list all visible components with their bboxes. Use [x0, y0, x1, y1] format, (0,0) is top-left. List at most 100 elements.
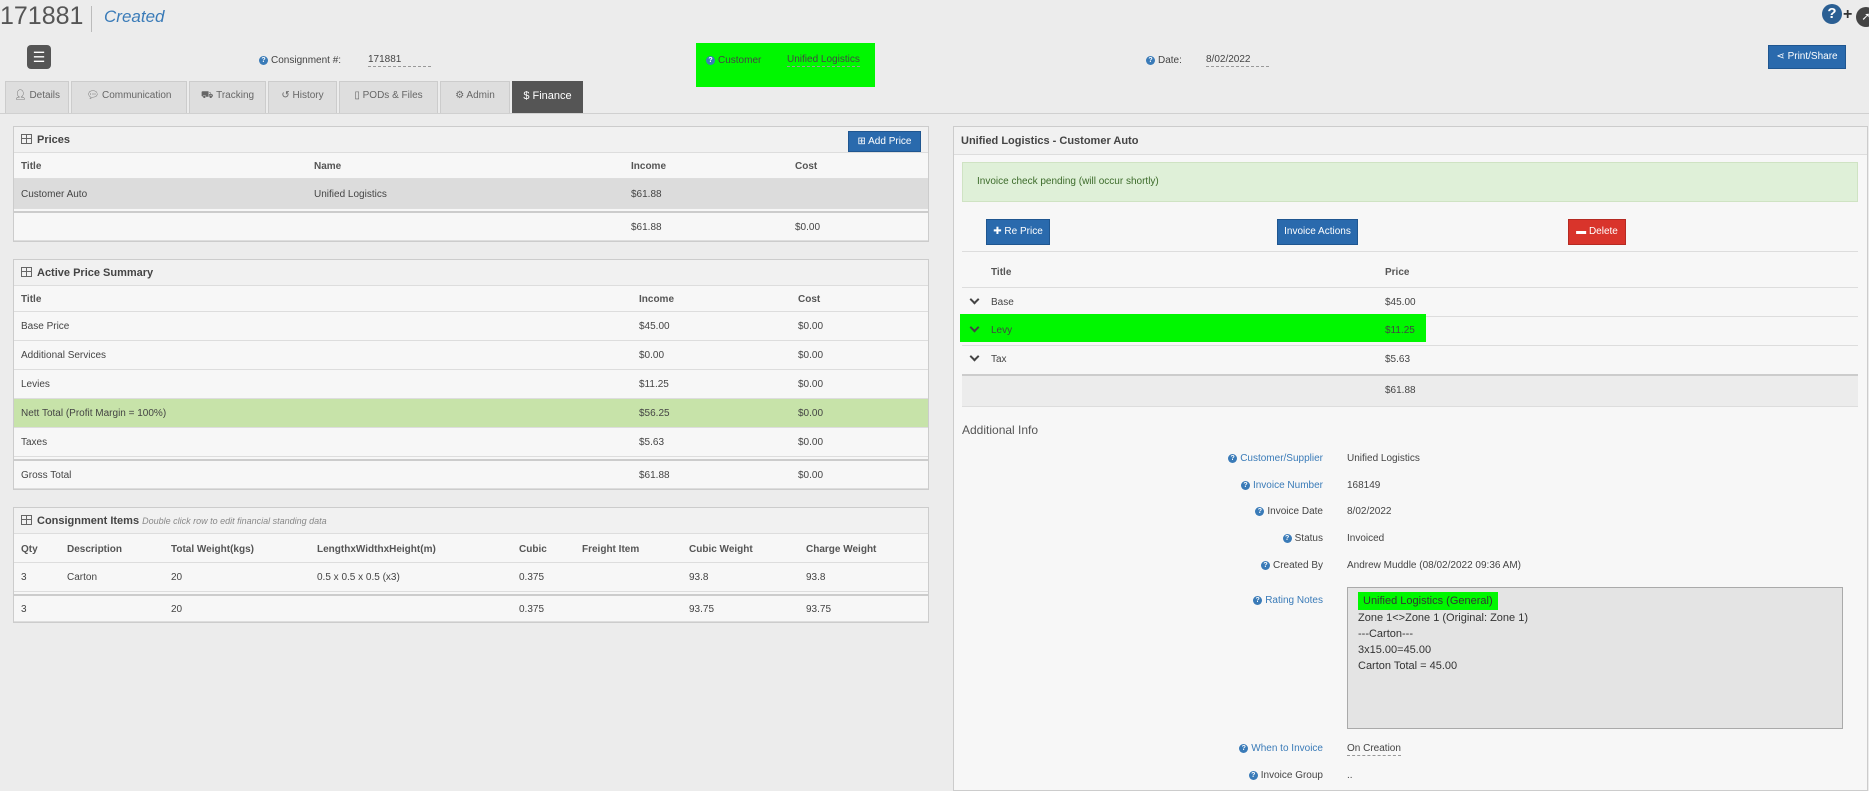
help-icon[interactable]: ? [1239, 744, 1249, 753]
help-icon[interactable]: ? [1282, 534, 1292, 543]
created-by-value: Andrew Muddle (08/02/2022 09:36 AM) [1347, 560, 1521, 571]
help-icon[interactable]: ? [706, 56, 715, 65]
tab-tracking[interactable]: ⛟ Tracking [189, 81, 266, 113]
menu-button[interactable]: ☰ [27, 45, 51, 69]
dollar-icon: $ [523, 90, 530, 102]
chevron-down-icon[interactable] [969, 351, 980, 362]
chevron-down-icon[interactable] [969, 294, 980, 305]
rating-note-line: ---Carton--- [1358, 628, 1413, 640]
when-to-invoice-value[interactable]: On Creation [1347, 743, 1401, 756]
rating-notes-label: ? Rating Notes [963, 595, 1323, 606]
total-row: 3 20 0.375 93.75 93.75 [14, 594, 928, 622]
date-label: Date: [1158, 55, 1182, 66]
share-icon: ⋖ [1776, 51, 1785, 62]
prices-panel: Prices ⊞ Add Price Title Name Income Cos… [13, 126, 929, 242]
rating-note-line: Unified Logistics (General) [1358, 592, 1832, 610]
price-summary-panel: Active Price Summary Title Income Cost B… [13, 259, 929, 490]
levy-highlight [960, 314, 1426, 342]
help-icon[interactable]: ? [1146, 56, 1155, 65]
add-price-button[interactable]: ⊞ Add Price [848, 131, 921, 152]
help-icon[interactable]: ? [1253, 596, 1263, 605]
date-value[interactable]: 8/02/2022 [1206, 54, 1269, 67]
invoice-line[interactable]: Base $45.00 [962, 287, 1858, 317]
consignment-label: Consignment #: [271, 55, 342, 66]
prices-title: Prices [37, 134, 71, 146]
tab-divider [0, 113, 1869, 114]
invoice-number-value: 168149 [1347, 480, 1381, 491]
invoice-lines-header: Title Price [962, 259, 1858, 288]
help-icon[interactable]: ? [259, 56, 268, 65]
consignment-value[interactable]: 171881 [368, 54, 431, 67]
consignment-id-heading: 171881 [0, 2, 84, 30]
customer-supplier-label: ? Customer/Supplier [963, 453, 1323, 464]
reprice-button[interactable]: ✚ Re Price [986, 219, 1050, 245]
tab-pods-files[interactable]: ▯ PODs & Files [339, 81, 438, 113]
column-header: Name [314, 161, 342, 172]
customer-value[interactable]: Unified Logistics [787, 54, 860, 67]
help-icon[interactable]: ? [1240, 481, 1250, 490]
tab-admin[interactable]: ⚙ Admin [440, 81, 510, 113]
rating-note-line: 3x15.00=45.00 [1358, 644, 1432, 656]
invoice-line[interactable]: Tax $5.63 [962, 345, 1858, 374]
table-header-row: Title Name Income Cost [14, 153, 928, 179]
table-row: Taxes $5.63 $0.00 [14, 428, 928, 457]
table-icon [21, 515, 32, 525]
help-icon[interactable]: ? [1228, 454, 1238, 463]
table-row[interactable]: Customer Auto Unified Logistics $61.88 [14, 179, 928, 209]
nett-total-row: Nett Total (Profit Margin = 100%) $56.25… [14, 399, 928, 428]
launch-icon[interactable]: ➚ [1856, 7, 1869, 27]
consignment-field: ? Consignment #: [259, 54, 341, 66]
table-icon [21, 267, 32, 277]
minus-icon: ▬ [1576, 226, 1587, 237]
help-icon[interactable]: ? [1822, 4, 1842, 24]
rating-notes-textarea[interactable]: Unified Logistics (General) Zone 1<>Zone… [1347, 587, 1843, 729]
table-row[interactable]: 3 Carton 20 0.5 x 0.5 x 0.5 (x3) 0.375 9… [14, 563, 928, 592]
plus-square-icon: ⊞ [857, 136, 866, 147]
invoice-date-value: 8/02/2022 [1347, 506, 1392, 517]
table-icon [21, 134, 32, 144]
invoice-notice: Invoice check pending (will occur shortl… [962, 162, 1858, 202]
tab-details[interactable]: 👤︎ Details [5, 81, 69, 113]
status-value: Invoiced [1347, 533, 1385, 544]
invoice-actions-button[interactable]: Invoice Actions [1277, 219, 1358, 245]
print-share-button[interactable]: ⋖ Print/Share [1768, 45, 1846, 69]
total-row: $61.88 $0.00 [14, 211, 928, 241]
gear-icon: ⚙ [455, 90, 465, 101]
chevron-down-icon[interactable] [969, 322, 980, 333]
delete-button[interactable]: ▬ Delete [1568, 219, 1626, 245]
divider [962, 251, 1858, 252]
plus-icon: ✚ [993, 226, 1002, 237]
invoice-group-label: ? Invoice Group [963, 770, 1323, 781]
prices-header: Prices [14, 127, 928, 153]
column-header: Cost [795, 161, 818, 172]
rating-note-line: Zone 1<>Zone 1 (Original: Zone 1) [1358, 612, 1528, 624]
consignment-status: Created [104, 7, 165, 26]
invoice-date-label: ? Invoice Date [963, 506, 1323, 517]
invoice-number-label: ? Invoice Number [963, 480, 1323, 491]
print-share-label: Print/Share [1787, 51, 1838, 62]
customer-supplier-value: Unified Logistics [1347, 453, 1420, 464]
table-header-row: Title Income Cost [14, 286, 928, 312]
when-to-invoice-label: ? When to Invoice [963, 743, 1323, 754]
table-header-row: Qty Description Total Weight(kgs) Length… [14, 534, 928, 563]
additional-info-heading: Additional Info [962, 423, 1039, 437]
help-icon[interactable]: ? [1260, 561, 1270, 570]
invoice-line[interactable]: Levy $11.25 [962, 316, 1858, 346]
summary-header: Active Price Summary [14, 260, 928, 286]
invoice-group-value[interactable]: .. [1347, 770, 1353, 781]
invoice-title: Unified Logistics - Customer Auto [954, 127, 1867, 155]
tab-finance[interactable]: $ Finance [512, 81, 583, 113]
column-header: Income [631, 161, 667, 172]
table-row: Additional Services $0.00 $0.00 [14, 341, 928, 370]
help-icon[interactable]: ? [1255, 507, 1265, 516]
heading-divider [91, 6, 92, 32]
plus-icon[interactable]: + [1843, 6, 1853, 23]
tab-history[interactable]: ↺ History [268, 81, 337, 113]
consignment-items-panel: Consignment Items Double click row to edi… [13, 507, 929, 623]
comment-icon: 💬︎ [86, 90, 100, 101]
tab-communication[interactable]: 💬︎ Communication [71, 81, 187, 113]
rating-note-highlight: Unified Logistics (General) [1358, 592, 1498, 610]
customer-highlight [696, 43, 875, 87]
status-label: ? Status [963, 533, 1323, 544]
help-icon[interactable]: ? [1248, 771, 1258, 780]
